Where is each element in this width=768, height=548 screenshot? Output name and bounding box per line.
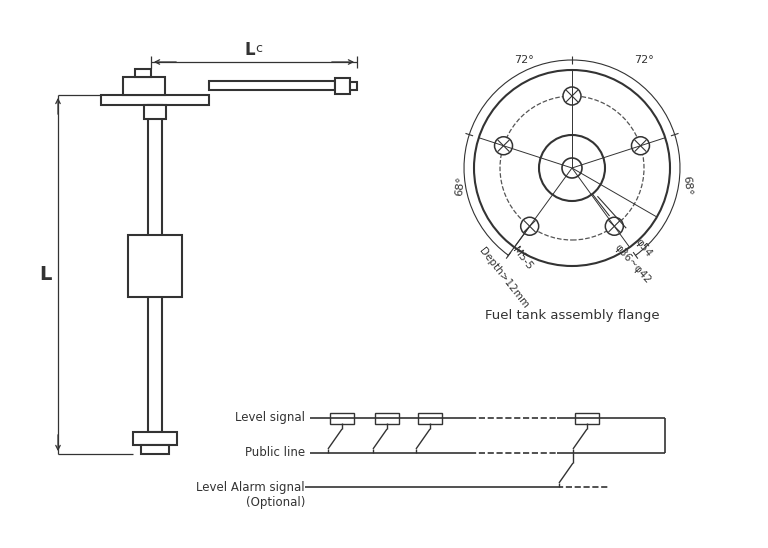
- Circle shape: [631, 137, 650, 155]
- Bar: [335, 78, 350, 94]
- Circle shape: [605, 217, 624, 235]
- Text: 68°: 68°: [681, 176, 693, 196]
- Text: 72°: 72°: [634, 55, 654, 65]
- Text: φ54: φ54: [634, 237, 654, 259]
- Bar: [128, 235, 182, 297]
- Bar: [330, 413, 354, 424]
- Text: Fuel tank assembly flange: Fuel tank assembly flange: [485, 310, 659, 323]
- Text: Depth>12mm: Depth>12mm: [477, 246, 531, 310]
- Text: L: L: [245, 41, 255, 59]
- Circle shape: [539, 135, 605, 201]
- Bar: [575, 413, 599, 424]
- Text: 68°: 68°: [454, 176, 466, 196]
- Bar: [133, 432, 177, 445]
- Text: Level signal: Level signal: [235, 412, 305, 425]
- Bar: [144, 105, 166, 119]
- Circle shape: [474, 70, 670, 266]
- Circle shape: [495, 137, 512, 155]
- Bar: [101, 95, 209, 105]
- Bar: [135, 69, 151, 77]
- Text: M5-5: M5-5: [510, 245, 534, 271]
- Text: L: L: [39, 265, 51, 284]
- Bar: [418, 413, 442, 424]
- Circle shape: [521, 217, 538, 235]
- Text: φ36~φ42: φ36~φ42: [612, 242, 652, 286]
- Bar: [123, 77, 165, 95]
- Bar: [141, 445, 169, 454]
- Text: Level Alarm signal
(Optional): Level Alarm signal (Optional): [197, 481, 305, 509]
- Circle shape: [562, 158, 582, 178]
- Circle shape: [500, 96, 644, 240]
- Bar: [375, 413, 399, 424]
- Bar: [148, 105, 162, 432]
- Text: c: c: [256, 42, 263, 54]
- Text: Public line: Public line: [245, 447, 305, 460]
- Bar: [350, 82, 357, 90]
- Circle shape: [563, 87, 581, 105]
- Bar: [209, 81, 335, 90]
- Text: 72°: 72°: [514, 55, 534, 65]
